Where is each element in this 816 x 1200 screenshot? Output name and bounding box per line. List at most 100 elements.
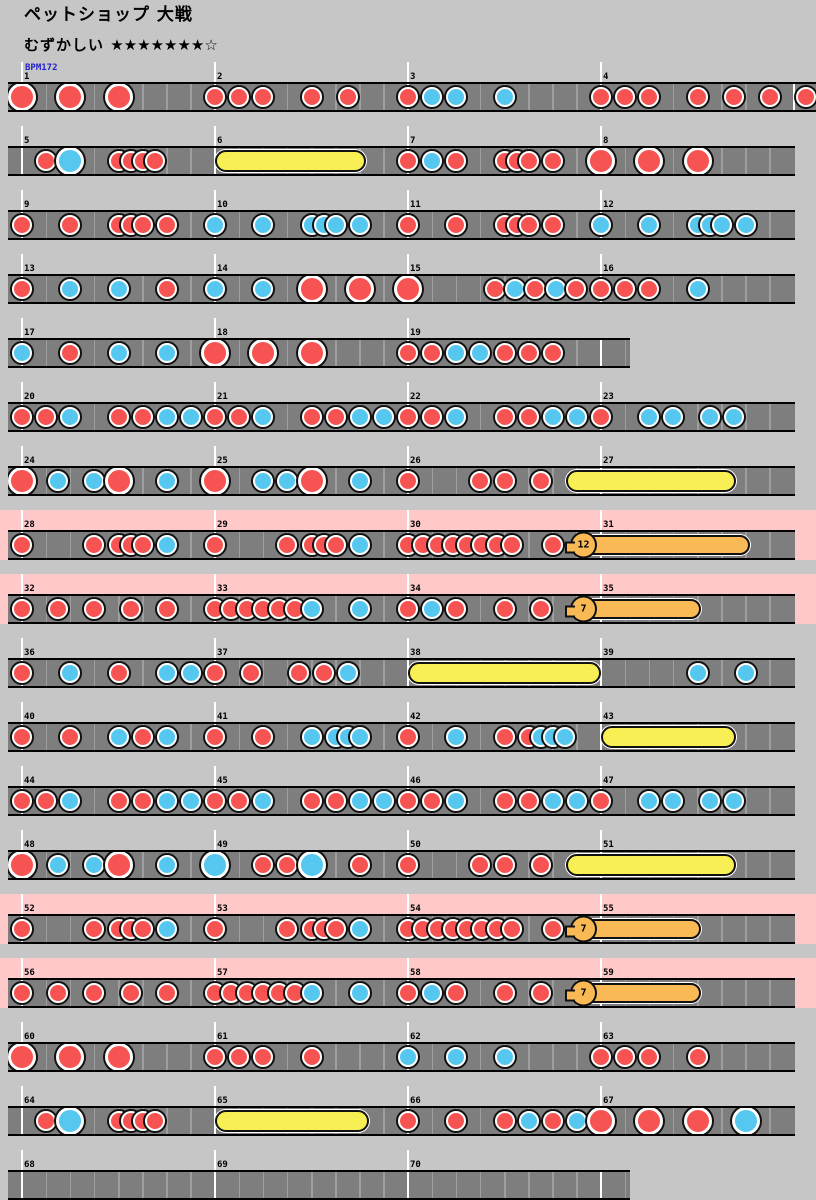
beat-divider bbox=[672, 148, 675, 174]
don-note-big bbox=[56, 1044, 85, 1070]
beat-divider bbox=[721, 1108, 723, 1134]
ka-note bbox=[48, 855, 69, 875]
measure-number: 5 bbox=[24, 136, 30, 146]
don-note bbox=[12, 791, 32, 811]
don-note-big bbox=[249, 340, 278, 366]
beat-divider bbox=[383, 84, 385, 110]
don-note-big bbox=[104, 84, 133, 110]
beat-divider bbox=[624, 212, 627, 238]
beat-divider bbox=[118, 980, 120, 1006]
ka-note bbox=[494, 87, 515, 107]
beat-divider bbox=[479, 596, 482, 622]
measure-number: 54 bbox=[410, 904, 421, 914]
don-note bbox=[398, 407, 418, 427]
don-note-big bbox=[345, 276, 374, 302]
measure-number: 38 bbox=[410, 648, 421, 658]
beat-divider bbox=[624, 148, 627, 174]
measure-number: 7 bbox=[410, 136, 416, 146]
measure-number: 48 bbox=[24, 840, 35, 850]
note-lane bbox=[8, 786, 795, 816]
beat-divider bbox=[769, 212, 771, 238]
beat-divider bbox=[576, 212, 578, 238]
measure-tick bbox=[214, 446, 216, 466]
measure-number: 35 bbox=[603, 584, 614, 594]
beat-divider bbox=[769, 660, 771, 686]
ka-note bbox=[48, 471, 69, 491]
beat-divider bbox=[455, 852, 458, 878]
ka-note bbox=[156, 663, 177, 683]
beat-divider bbox=[479, 1172, 482, 1198]
don-note-big bbox=[635, 148, 664, 174]
ka-note bbox=[422, 599, 443, 619]
don-note-big bbox=[297, 276, 326, 302]
ka-note bbox=[108, 727, 129, 747]
don-note bbox=[156, 215, 177, 235]
don-note bbox=[518, 215, 539, 235]
beat-divider bbox=[335, 980, 337, 1006]
don-note bbox=[723, 87, 744, 107]
don-note-big bbox=[587, 148, 615, 174]
ka-note bbox=[108, 343, 129, 363]
don-note-big bbox=[201, 340, 229, 366]
don-note bbox=[120, 983, 141, 1003]
beat-divider bbox=[552, 980, 554, 1006]
beat-divider bbox=[479, 84, 482, 110]
ka-note bbox=[545, 279, 566, 299]
beat-divider bbox=[769, 596, 771, 622]
beat-divider bbox=[528, 980, 530, 1006]
beat-divider bbox=[45, 532, 48, 558]
measure-tick bbox=[21, 958, 23, 978]
don-note bbox=[494, 727, 515, 747]
note-lane bbox=[8, 466, 795, 496]
ka-note bbox=[470, 343, 491, 363]
ka-note bbox=[542, 407, 563, 427]
ka-note bbox=[349, 919, 370, 939]
chart-row: 44 45 46 47 bbox=[0, 766, 816, 816]
beat-divider bbox=[721, 980, 723, 1006]
measure-tick bbox=[21, 62, 23, 82]
beat-divider bbox=[745, 980, 747, 1006]
measure-number: 3 bbox=[410, 72, 416, 82]
don-note bbox=[156, 599, 177, 619]
ka-note bbox=[554, 727, 575, 747]
don-note bbox=[36, 407, 57, 427]
beat-divider bbox=[142, 596, 144, 622]
ka-note bbox=[156, 919, 177, 939]
measure-number: 47 bbox=[603, 776, 614, 786]
don-note bbox=[84, 535, 105, 555]
ka-note bbox=[422, 151, 443, 171]
ka-note bbox=[349, 535, 370, 555]
don-note-big bbox=[8, 852, 36, 878]
ka-note bbox=[446, 407, 467, 427]
ka-note bbox=[349, 983, 370, 1003]
don-note bbox=[615, 87, 636, 107]
ka-note bbox=[60, 279, 81, 299]
beat-divider bbox=[45, 596, 48, 622]
beat-divider bbox=[335, 660, 337, 686]
beat-divider bbox=[479, 788, 482, 814]
drumroll-bar bbox=[566, 854, 737, 876]
measure-tick bbox=[214, 62, 216, 82]
measure-tick bbox=[21, 254, 23, 274]
ka-note bbox=[301, 983, 322, 1003]
measure-number: 39 bbox=[603, 648, 614, 658]
measure-tick bbox=[600, 830, 602, 850]
ka-note bbox=[699, 791, 720, 811]
don-note bbox=[591, 87, 611, 107]
measure-tick bbox=[600, 190, 602, 210]
beat-divider bbox=[745, 84, 747, 110]
beat-divider bbox=[479, 404, 482, 430]
don-note bbox=[349, 855, 370, 875]
measure-tick bbox=[407, 318, 409, 338]
beat-divider bbox=[624, 404, 627, 430]
measure-tick bbox=[214, 510, 216, 530]
don-note bbox=[253, 87, 274, 107]
beat-divider bbox=[359, 660, 361, 686]
measure-number: 62 bbox=[410, 1032, 421, 1042]
measure-tick bbox=[600, 1086, 602, 1106]
measure-tick bbox=[21, 190, 23, 210]
measure-number: 26 bbox=[410, 456, 421, 466]
measure-number: 12 bbox=[603, 200, 614, 210]
ka-note bbox=[505, 279, 526, 299]
measure-tick bbox=[407, 254, 409, 274]
